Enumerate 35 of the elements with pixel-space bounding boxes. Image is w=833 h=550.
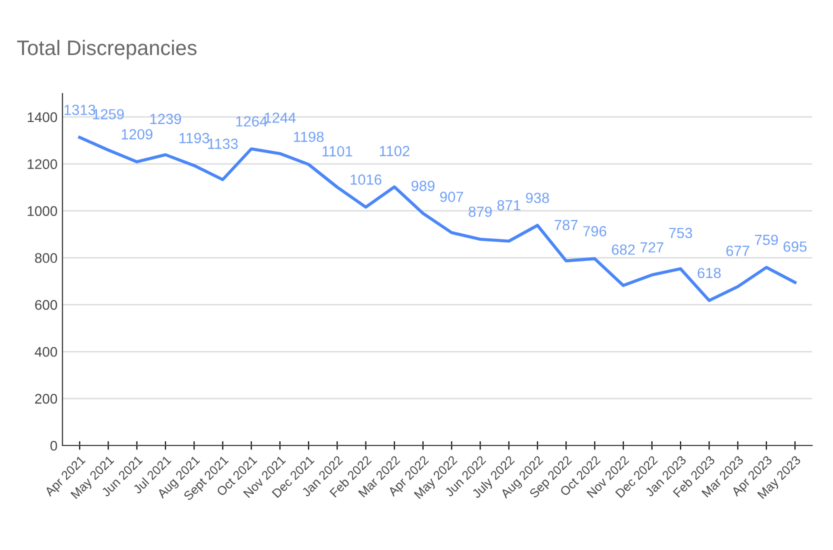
data-label: 1193: [180, 132, 210, 144]
y-tick-label: 1200: [28, 159, 58, 170]
data-label: 1101: [322, 146, 352, 156]
data-label: 787: [554, 220, 578, 230]
y-tick-label: 0: [50, 440, 58, 451]
data-label: 1016: [350, 174, 382, 185]
data-label: 682: [612, 244, 635, 255]
data-label: 1244: [264, 112, 296, 123]
data-label: 677: [726, 246, 750, 256]
y-tick-label: 200: [35, 394, 58, 404]
y-tick-label: 600: [35, 300, 58, 310]
data-label: 871: [497, 200, 520, 210]
data-label: 796: [583, 226, 606, 236]
data-label: 759: [754, 234, 778, 246]
data-label: 1209: [122, 129, 152, 140]
y-tick-label: 400: [34, 346, 58, 357]
data-label: 1102: [380, 146, 410, 156]
data-label: 989: [412, 180, 434, 192]
y-tick-label: 1000: [28, 206, 58, 216]
data-label: 879: [468, 206, 492, 217]
data-label: 1264: [236, 116, 268, 127]
y-tick-label: 1400: [28, 112, 58, 122]
data-label: 695: [784, 241, 807, 252]
data-label: 1313: [64, 104, 96, 116]
data-label: 1133: [208, 138, 238, 149]
chart-title: Total Discrepancies: [17, 40, 197, 60]
data-label: 753: [669, 228, 692, 238]
data-label: 1259: [93, 109, 124, 120]
data-label: 938: [526, 192, 550, 204]
data-label: 1239: [150, 114, 182, 124]
data-label: 907: [440, 192, 464, 202]
y-tick-label: 800: [35, 253, 58, 263]
data-label: 618: [698, 268, 721, 278]
data-label: 727: [640, 242, 664, 252]
data-label: 1198: [294, 132, 324, 142]
